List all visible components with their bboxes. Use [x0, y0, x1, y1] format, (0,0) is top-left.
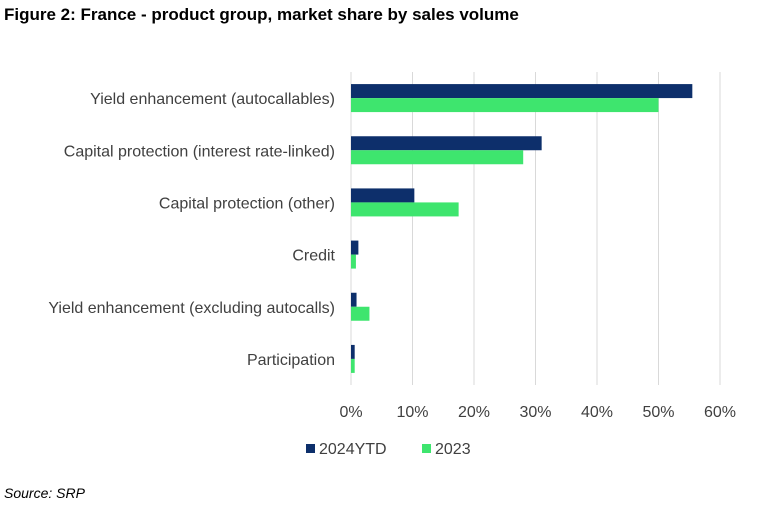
legend-swatch [422, 444, 431, 453]
x-tick-label: 50% [642, 404, 674, 421]
bar-2023 [351, 202, 459, 217]
bar-2023 [351, 98, 659, 113]
bar-2024ytd [351, 344, 355, 359]
category-label: Capital protection (other) [159, 195, 335, 212]
bar-2024ytd [351, 188, 415, 203]
legend-label: 2024YTD [319, 441, 387, 458]
bar-2024ytd [351, 136, 542, 151]
legend-swatch [306, 444, 315, 453]
source-note: Source: SRP [4, 485, 85, 501]
bar-2023 [351, 254, 356, 269]
x-tick-label: 20% [458, 404, 490, 421]
bar-2023 [351, 358, 355, 373]
bar-2024ytd [351, 292, 357, 307]
bar-2024ytd [351, 240, 359, 255]
x-tick-label: 0% [339, 404, 362, 421]
bar-2023 [351, 150, 524, 165]
category-label: Participation [247, 352, 335, 369]
category-label: Yield enhancement (excluding autocalls) [48, 300, 335, 317]
category-label: Capital protection (interest rate-linked… [64, 143, 335, 160]
x-tick-label: 60% [704, 404, 736, 421]
bar-2023 [351, 306, 370, 321]
category-label: Yield enhancement (autocallables) [90, 91, 335, 108]
legend-label: 2023 [435, 441, 471, 458]
category-label: Credit [292, 248, 335, 265]
x-tick-label: 30% [519, 404, 551, 421]
bar-2024ytd [351, 84, 693, 99]
x-tick-label: 40% [581, 404, 613, 421]
bar-chart: 0% 10% 20% 30% 40% 50% 60% Yield enhancement (a… [48, 72, 736, 458]
chart-title: Figure 2: France - product group, market… [4, 5, 519, 24]
x-tick-label: 10% [396, 404, 428, 421]
